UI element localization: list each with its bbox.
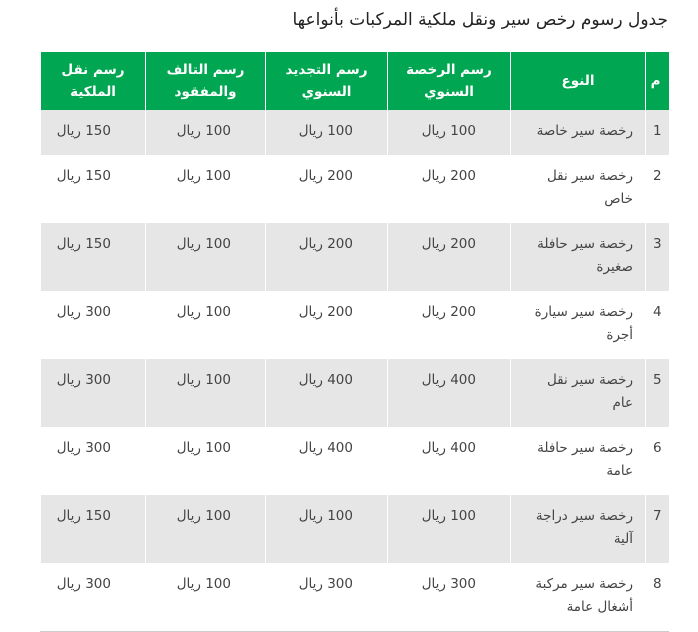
table-row: 8 رخصة سير مركبة أشغال عامة 300 ريال 300 ري… [40,563,669,632]
fee-cell: 200 ريال [387,155,511,223]
row-number: 2 [645,155,669,223]
fee-cell: 300 ريال [265,563,388,632]
table-row: 4 رخصة سير سيارة أجرة 200 ريال 200 ريال 100 … [40,291,669,359]
type-cell: رخصة سير نقل عام [510,359,646,427]
table-row: 5 رخصة سير نقل عام 400 ريال 400 ريال 100 ريا… [40,359,669,427]
fee-cell: 300 ريال [40,291,146,359]
header-cell: رسم الرخصة السنوي [387,52,511,110]
type-cell: رخصة سير حافلة عامة [510,427,646,495]
fee-cell: 100 ريال [265,110,388,155]
fee-cell: 150 ريال [40,223,146,291]
row-number: 4 [645,291,669,359]
fee-cell: 100 ريال [145,110,266,155]
fee-cell: 300 ريال [40,427,146,495]
type-cell: رخصة سير نقل خاص [510,155,646,223]
fee-cell: 200 ريال [387,291,511,359]
fee-cell: 300 ريال [40,563,146,632]
table-row: 6 رخصة سير حافلة عامة 400 ريال 400 ريال 100 … [40,427,669,495]
fee-cell: 100 ريال [145,155,266,223]
header-cell: رسم نقل الملكية [40,52,146,110]
row-number: 5 [645,359,669,427]
fee-cell: 400 ريال [265,427,388,495]
fee-cell: 300 ريال [40,359,146,427]
fee-cell: 200 ريال [265,155,388,223]
row-number: 7 [645,495,669,563]
fee-cell: 100 ريال [145,223,266,291]
fee-cell: 150 ريال [40,110,146,155]
fee-cell: 100 ريال [145,495,266,563]
type-cell: رخصة سير مركبة أشغال عامة [510,563,646,632]
fee-cell: 400 ريال [387,427,511,495]
row-number: 1 [645,110,669,155]
type-cell: رخصة سير خاصة [510,110,646,155]
fee-cell: 100 ريال [145,427,266,495]
type-cell: رخصة سير سيارة أجرة [510,291,646,359]
page: جدول رسوم رخص سير ونقل ملكية المركبات بأ… [40,10,669,632]
header-row: م النوع رسم الرخصة السنوي رسم التجديد السنو… [40,52,669,110]
fee-cell: 100 ريال [145,563,266,632]
fee-cell: 200 ريال [387,223,511,291]
row-number: 8 [645,563,669,632]
header-cell: رسم التالف والمفقود [145,52,266,110]
type-cell: رخصة سير دراجة آلية [510,495,646,563]
fee-cell: 100 ريال [387,110,511,155]
fee-cell: 200 ريال [265,291,388,359]
header-cell: النوع [510,52,646,110]
table-row: 7 رخصة سير دراجة آلية 100 ريال 100 ريال 100 … [40,495,669,563]
type-cell: رخصة سير حافلة صغيرة [510,223,646,291]
table-row: 3 رخصة سير حافلة صغيرة 200 ريال 200 ريال 100… [40,223,669,291]
fee-cell: 400 ريال [387,359,511,427]
table-row: 1 رخصة سير خاصة 100 ريال 100 ريال 100 ريال 15… [40,110,669,155]
fee-cell: 300 ريال [387,563,511,632]
table-body: 1 رخصة سير خاصة 100 ريال 100 ريال 100 ريال 15… [40,110,669,632]
fee-cell: 150 ريال [40,495,146,563]
fee-cell: 400 ريال [265,359,388,427]
fee-cell: 100 ريال [265,495,388,563]
table-row: 2 رخصة سير نقل خاص 200 ريال 200 ريال 100 ريا… [40,155,669,223]
fees-table: م النوع رسم الرخصة السنوي رسم التجديد السنو… [40,52,669,632]
fee-cell: 150 ريال [40,155,146,223]
fee-cell: 100 ريال [145,359,266,427]
header-cell: م [645,52,669,110]
table-head: م النوع رسم الرخصة السنوي رسم التجديد السنو… [40,52,669,110]
fee-cell: 100 ريال [387,495,511,563]
row-number: 6 [645,427,669,495]
fee-cell: 200 ريال [265,223,388,291]
fee-cell: 100 ريال [145,291,266,359]
header-cell: رسم التجديد السنوي [265,52,388,110]
row-number: 3 [645,223,669,291]
table-title: جدول رسوم رخص سير ونقل ملكية المركبات بأ… [292,10,669,30]
